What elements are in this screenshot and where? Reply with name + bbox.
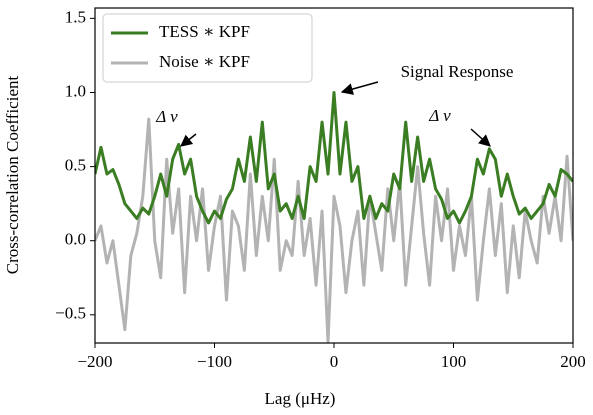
legend-box <box>102 13 313 83</box>
x-tick-label: 100 <box>441 352 467 371</box>
plot-area <box>95 90 573 343</box>
x-tick-label: 0 <box>330 352 339 371</box>
annotation: Δ ν <box>155 107 178 126</box>
annotation-arrow <box>340 81 379 95</box>
data-line <box>95 90 573 225</box>
y-tick-label: 0.5 <box>65 156 86 175</box>
y-axis-label: Cross-correlation Coefficient <box>3 76 22 275</box>
y-tick-label: −0.5 <box>55 304 86 323</box>
legend-label: Noise ∗ KPF <box>159 52 250 71</box>
y-tick-label: 0.0 <box>65 230 86 249</box>
x-axis-label: Lag (μHz) <box>265 389 336 408</box>
x-tick-label: −200 <box>77 352 112 371</box>
annotation: Δ ν <box>428 106 451 125</box>
data-line <box>95 117 573 343</box>
annotation-arrow <box>470 128 491 147</box>
x-tick-label: −100 <box>197 352 232 371</box>
y-tick-label: 1.5 <box>65 7 86 26</box>
annotation-arrow <box>180 133 197 147</box>
legend-label: TESS ∗ KPF <box>159 22 250 41</box>
y-tick-label: 1.0 <box>65 81 86 100</box>
annotation: Signal Response <box>401 62 514 81</box>
x-tick-label: 200 <box>560 352 586 371</box>
